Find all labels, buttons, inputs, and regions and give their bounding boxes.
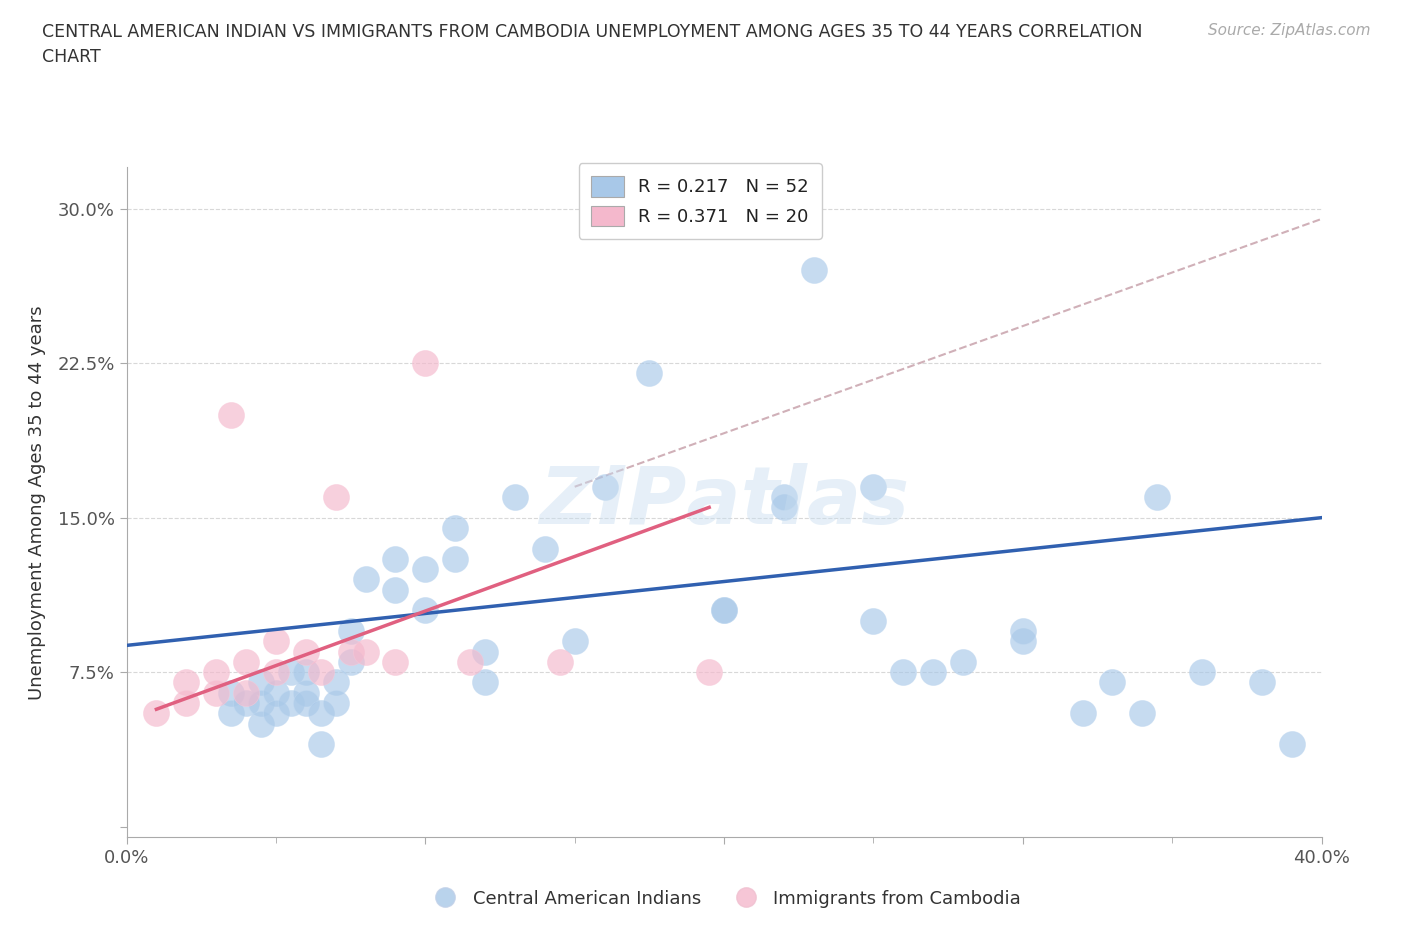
Point bbox=[174, 696, 197, 711]
Point bbox=[219, 685, 242, 700]
Text: CENTRAL AMERICAN INDIAN VS IMMIGRANTS FROM CAMBODIA UNEMPLOYMENT AMONG AGES 35 T: CENTRAL AMERICAN INDIAN VS IMMIGRANTS FR… bbox=[42, 23, 1143, 41]
Point bbox=[1011, 634, 1033, 649]
Point bbox=[205, 665, 228, 680]
Point bbox=[250, 696, 273, 711]
Point bbox=[1130, 706, 1153, 721]
Point bbox=[205, 685, 228, 700]
Point bbox=[1071, 706, 1094, 721]
Point bbox=[893, 665, 915, 680]
Point bbox=[309, 665, 332, 680]
Point bbox=[415, 603, 437, 618]
Point bbox=[339, 623, 361, 638]
Point bbox=[264, 706, 287, 721]
Point bbox=[309, 737, 332, 751]
Point bbox=[564, 634, 586, 649]
Point bbox=[803, 263, 825, 278]
Point bbox=[474, 644, 496, 659]
Text: ZIP​atlas: ZIP​atlas bbox=[538, 463, 910, 541]
Point bbox=[325, 696, 347, 711]
Y-axis label: Unemployment Among Ages 35 to 44 years: Unemployment Among Ages 35 to 44 years bbox=[28, 305, 46, 699]
Text: Source: ZipAtlas.com: Source: ZipAtlas.com bbox=[1208, 23, 1371, 38]
Point bbox=[264, 634, 287, 649]
Point bbox=[534, 541, 557, 556]
Point bbox=[773, 500, 796, 515]
Point bbox=[264, 665, 287, 680]
Point bbox=[354, 572, 377, 587]
Point bbox=[354, 644, 377, 659]
Point bbox=[773, 489, 796, 504]
Point bbox=[145, 706, 167, 721]
Point bbox=[922, 665, 945, 680]
Point bbox=[264, 685, 287, 700]
Point bbox=[294, 696, 316, 711]
Point bbox=[384, 551, 406, 566]
Point bbox=[638, 366, 661, 381]
Point bbox=[1281, 737, 1303, 751]
Point bbox=[862, 613, 884, 628]
Point bbox=[294, 644, 316, 659]
Point bbox=[713, 603, 735, 618]
Point bbox=[235, 685, 257, 700]
Point bbox=[593, 479, 616, 494]
Point bbox=[235, 655, 257, 670]
Point bbox=[325, 675, 347, 690]
Point bbox=[280, 665, 302, 680]
Point bbox=[294, 685, 316, 700]
Point bbox=[309, 706, 332, 721]
Point bbox=[174, 675, 197, 690]
Point bbox=[458, 655, 481, 670]
Point bbox=[952, 655, 974, 670]
Point bbox=[294, 665, 316, 680]
Point bbox=[548, 655, 571, 670]
Point bbox=[250, 675, 273, 690]
Point bbox=[713, 603, 735, 618]
Point bbox=[384, 582, 406, 597]
Point bbox=[219, 706, 242, 721]
Point bbox=[1011, 623, 1033, 638]
Point bbox=[503, 489, 526, 504]
Point bbox=[339, 644, 361, 659]
Point bbox=[1191, 665, 1213, 680]
Point bbox=[1251, 675, 1274, 690]
Point bbox=[235, 696, 257, 711]
Point bbox=[862, 479, 884, 494]
Point bbox=[415, 562, 437, 577]
Legend: Central American Indians, Immigrants from Cambodia: Central American Indians, Immigrants fro… bbox=[420, 883, 1028, 915]
Point bbox=[339, 655, 361, 670]
Point bbox=[325, 489, 347, 504]
Point bbox=[474, 675, 496, 690]
Point bbox=[444, 551, 467, 566]
Point bbox=[250, 716, 273, 731]
Point bbox=[444, 521, 467, 536]
Point bbox=[1101, 675, 1123, 690]
Point bbox=[1146, 489, 1168, 504]
Point bbox=[697, 665, 720, 680]
Point bbox=[280, 696, 302, 711]
Point bbox=[384, 655, 406, 670]
Text: CHART: CHART bbox=[42, 48, 101, 66]
Point bbox=[415, 355, 437, 370]
Point bbox=[219, 407, 242, 422]
